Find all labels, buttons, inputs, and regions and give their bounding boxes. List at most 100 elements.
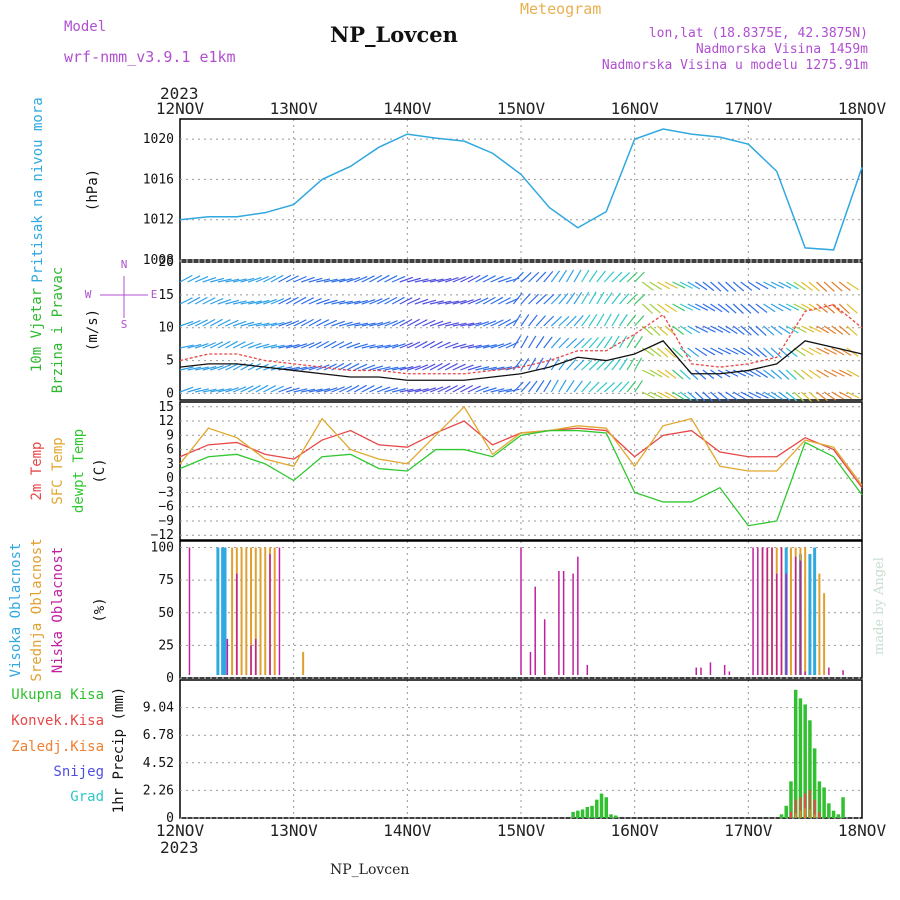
wind-barb [407,388,422,393]
wind-barb [278,386,292,393]
wind-barb [354,384,367,393]
wind-barb [202,342,216,349]
wind-barb [687,325,701,334]
wind-barb [467,274,481,283]
wind-barb [429,278,444,283]
precip-bar [585,807,590,818]
wind-barb [384,387,399,393]
wind-barb [422,278,437,283]
cloud-series-2 [188,547,844,675]
wind-barb [316,388,331,393]
wind-barb [346,342,361,349]
cloud-bar [520,547,522,675]
wind-barb [452,299,467,305]
wind-barb [194,276,209,283]
wind-barb [611,271,623,283]
wind-barb [710,391,722,402]
wind-barb [369,321,384,327]
wind-barb [717,303,730,314]
y-tick-label: 100 [151,541,174,556]
wind-barb [369,385,383,393]
wind-barb [490,275,504,283]
wind-barb [748,391,762,399]
wind-barb [475,366,490,371]
wind-barb [414,364,429,371]
wind-barb [232,341,246,349]
cloud-bar [255,638,257,675]
wind-barb [512,381,524,393]
panel-frame [179,679,863,819]
wind-barb [748,369,761,378]
wind-barb [581,381,592,393]
wind-barb [656,325,669,336]
cloud-bar [188,547,191,675]
cloud-bar [785,573,787,675]
wind-barb [270,321,285,327]
precip-bar [794,799,797,818]
wind-barb [391,275,406,283]
wind-barb [460,384,474,393]
wind-barb [308,318,322,327]
wind-barb [232,320,247,327]
cloud-bar [216,547,220,675]
wind-barb [535,380,545,393]
y-tick-label: 10 [158,321,174,336]
cloud-bar [709,662,712,675]
wind-barb [293,319,307,327]
wind-barb [581,337,592,349]
wind-barb [194,342,209,349]
panel-pressure [179,118,863,261]
wind-barb [482,296,496,305]
wind-barb [747,347,760,357]
y-tick-label: 75 [158,573,174,588]
wind-barb [611,335,620,349]
wind-barb [422,363,436,371]
wind-barb [270,298,285,305]
wind-barb [558,293,569,305]
wind-barb [346,363,360,371]
wind-barb [475,274,489,283]
wind-barb [566,315,577,327]
wind-barb [588,270,598,283]
coordinates: lon,lat (18.8375E, 42.3875N) [648,26,868,41]
wind-barb [520,293,531,305]
y-tick-label: −3 [158,485,174,500]
wind-barb [717,281,729,292]
cloud-bar [700,667,702,675]
footer-station: NP_Lovcen [330,862,410,878]
wind-barb [513,271,524,283]
wind-barb [490,343,505,349]
cloud-bar [799,560,802,675]
wind-barb [725,347,739,355]
wind-barb [816,303,829,313]
wind-barb [573,359,585,371]
wind-barb [338,385,353,393]
wind-barb [785,281,799,290]
t2m-label: 2m Temp [29,441,45,500]
wind-barb [823,325,837,335]
wind-barb [672,303,686,312]
wind-barb [263,298,277,305]
wind-barb [816,391,828,402]
precip-bar [604,797,608,818]
wind-barb [710,281,722,292]
wind-barb [316,278,331,283]
wind-barb [475,321,490,327]
model-elevation: Nadmorska Visina u modelu 1275.91m [601,58,868,73]
precip-bar [804,808,806,818]
y-tick-label: 5 [166,354,174,369]
wind-barb [376,386,391,393]
precip-bar [798,698,803,818]
wind-barb [717,325,731,334]
wind-barb [747,325,760,336]
cloud-bar [223,547,227,675]
wind-barb [391,296,405,305]
wind-barb [399,342,413,349]
precip-legend-3: Snijeg [53,764,104,780]
precip-bar [609,814,613,818]
x-tick-label-top: 17NOV [724,99,773,118]
wind-barb [793,281,806,291]
wind-barb [543,379,552,393]
wind-barb [225,387,239,393]
direction-west: W [85,288,92,301]
